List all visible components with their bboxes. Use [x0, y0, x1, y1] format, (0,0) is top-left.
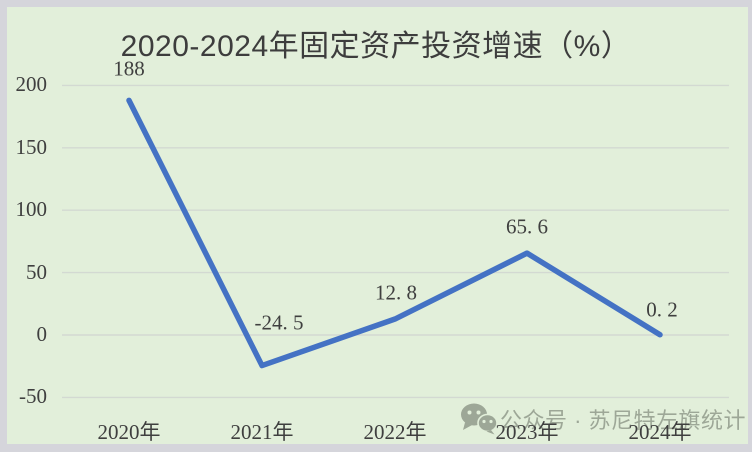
x-tick-label: 2022年 [363, 420, 427, 444]
x-tick-label: 2023年 [495, 420, 559, 444]
watermark: 公众号 · 苏尼特左旗统计 [460, 402, 746, 435]
data-label: 12. 8 [375, 280, 417, 305]
chart-title: 2020-2024年固定资产投资增速（%） [120, 30, 632, 63]
y-tick-label: 200 [15, 72, 48, 97]
chart-panel [7, 7, 748, 444]
x-tick-label: 2021年 [230, 420, 294, 444]
data-label: 0. 2 [646, 297, 678, 322]
y-tick-label: 100 [15, 197, 48, 222]
y-tick-label: 0 [36, 322, 48, 346]
data-label: 188 [113, 56, 145, 81]
data-label: 65. 6 [506, 214, 548, 239]
data-label: -24. 5 [254, 310, 304, 335]
y-tick-label: 50 [26, 259, 47, 284]
y-tick-label: 150 [15, 134, 48, 159]
wechat-icon [461, 403, 497, 435]
y-tick-label: -50 [19, 384, 47, 409]
x-tick-label: 2020年 [97, 420, 161, 444]
watermark-text: 公众号 · 苏尼特左旗统计 [500, 407, 747, 433]
x-tick-label: 2024年 [628, 420, 692, 444]
data-series-line [126, 97, 663, 369]
